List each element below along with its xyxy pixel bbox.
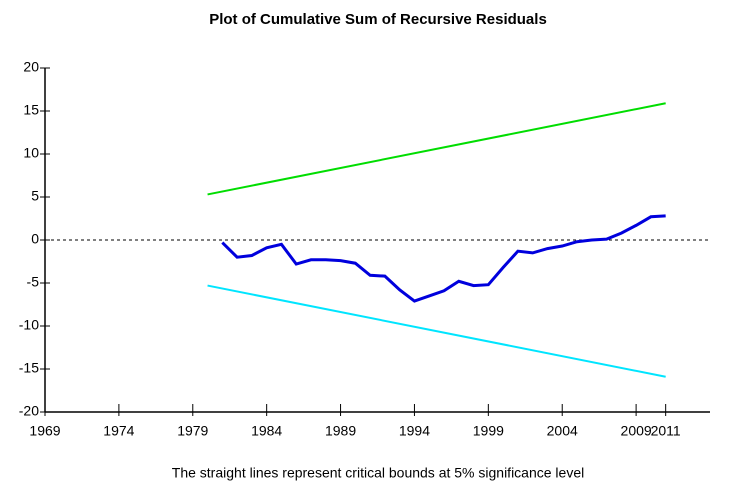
chart-title: Plot of Cumulative Sum of Recursive Resi… — [209, 11, 547, 28]
x-tick-label: 2011 — [651, 423, 681, 439]
x-tick-label: 1979 — [177, 423, 208, 439]
x-tick-label: 1994 — [399, 423, 430, 439]
series-line — [207, 284, 666, 378]
x-tick-label: 1984 — [251, 423, 282, 439]
x-tick-label: 1974 — [103, 423, 134, 439]
y-tick-label: 20 — [23, 59, 39, 75]
y-tick-label: 5 — [31, 188, 39, 204]
y-tick-label: -5 — [27, 274, 40, 290]
x-tick-label: 1969 — [29, 423, 60, 439]
y-tick-label: 15 — [23, 102, 39, 118]
y-tick-label: -15 — [19, 360, 39, 376]
series-line — [207, 102, 666, 196]
x-tick-label: 2009 — [621, 423, 652, 439]
y-tick-label: -20 — [19, 403, 39, 419]
y-tick-label: -10 — [19, 317, 39, 333]
y-tick-label: 0 — [31, 231, 39, 247]
chart-caption: The straight lines represent critical bo… — [172, 465, 584, 481]
x-tick-label: 1989 — [325, 423, 356, 439]
x-tick-label: 1999 — [473, 423, 504, 439]
series-line — [221, 214, 666, 303]
y-tick-label: 10 — [23, 145, 39, 161]
x-tick-label: 2004 — [547, 423, 578, 439]
